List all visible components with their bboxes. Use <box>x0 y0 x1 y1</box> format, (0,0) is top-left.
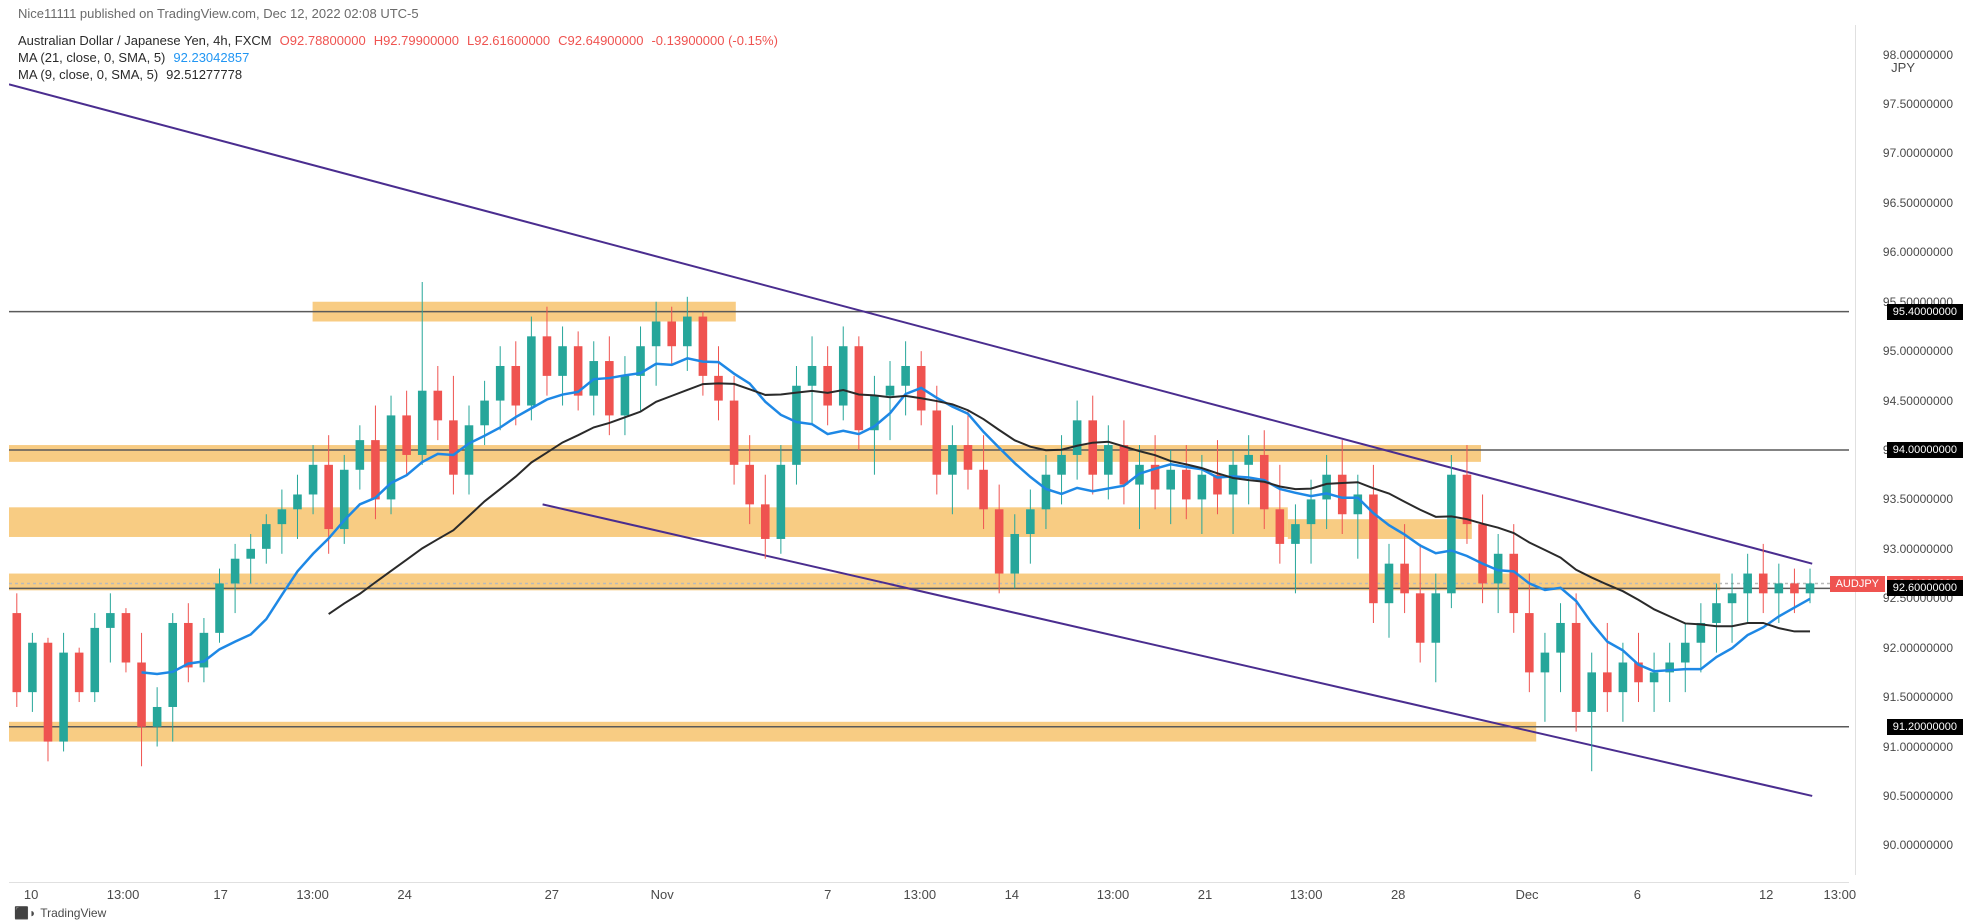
x-tick: 28 <box>1391 887 1405 902</box>
x-tick: 7 <box>824 887 831 902</box>
y-tick: 96.50000000 <box>1883 196 1953 210</box>
y-tick: 93.50000000 <box>1883 492 1953 506</box>
y-axis: JPY 98.00000000 97.50000000 97.00000000 96.… <box>1855 25 1963 875</box>
price-tag: 91.20000000 <box>1887 719 1963 735</box>
y-tick: 90.00000000 <box>1883 838 1953 852</box>
x-tick: 13:00 <box>1097 887 1130 902</box>
x-tick: 24 <box>397 887 411 902</box>
x-tick: Dec <box>1515 887 1538 902</box>
price-tag: 94.00000000 <box>1887 442 1963 458</box>
x-tick: 13:00 <box>296 887 329 902</box>
y-tick: 96.00000000 <box>1883 245 1953 259</box>
x-tick: 6 <box>1634 887 1641 902</box>
y-tick: 90.50000000 <box>1883 789 1953 803</box>
x-tick: 14 <box>1005 887 1019 902</box>
x-tick: 10 <box>24 887 38 902</box>
y-tick: 93.00000000 <box>1883 542 1953 556</box>
y-tick: 91.50000000 <box>1883 690 1953 704</box>
y-tick: 97.50000000 <box>1883 97 1953 111</box>
y-tick: 92.00000000 <box>1883 641 1953 655</box>
x-tick: 13:00 <box>904 887 937 902</box>
y-tick: 91.00000000 <box>1883 740 1953 754</box>
price-tag: 95.40000000 <box>1887 304 1963 320</box>
publish-text: Nice11111 published on TradingView.com, … <box>18 6 419 21</box>
publish-header: Nice11111 published on TradingView.com, … <box>18 6 419 21</box>
y-tick: 98.00000000 <box>1883 48 1953 62</box>
symbol-badge: AUDJPY <box>1830 576 1885 592</box>
y-tick: 94.50000000 <box>1883 394 1953 408</box>
y-tick: 97.00000000 <box>1883 146 1953 160</box>
x-tick: 13:00 <box>1290 887 1323 902</box>
watermark-text: TradingView <box>40 906 106 920</box>
chart-svg <box>9 25 1849 875</box>
x-tick: 21 <box>1198 887 1212 902</box>
y-axis-title: JPY <box>1891 60 1915 75</box>
x-tick: 13:00 <box>107 887 140 902</box>
x-axis: 10 13:00 17 13:00 24 27 Nov 7 13:00 14 13:00 21 13:0… <box>9 882 1849 906</box>
x-tick: 13:00 <box>1824 887 1857 902</box>
x-tick: 12 <box>1759 887 1773 902</box>
tradingview-watermark: ⬛◗ TradingView <box>14 906 106 920</box>
y-tick: 95.00000000 <box>1883 344 1953 358</box>
x-tick: Nov <box>651 887 674 902</box>
chart-area[interactable] <box>9 25 1849 875</box>
x-tick: 27 <box>545 887 559 902</box>
tradingview-logo-icon: ⬛◗ <box>14 906 36 920</box>
price-tag: 92.60000000 <box>1887 580 1963 596</box>
x-tick: 17 <box>213 887 227 902</box>
